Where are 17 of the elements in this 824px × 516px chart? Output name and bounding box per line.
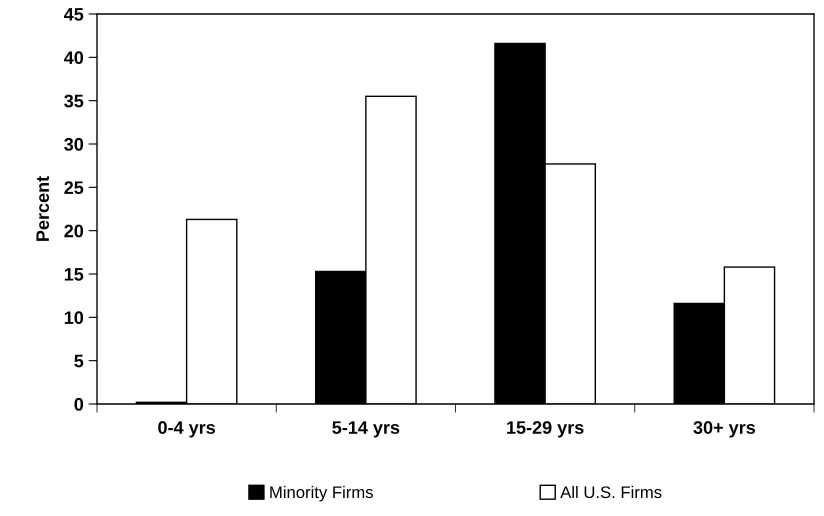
- y-axis-title: Percent: [36, 176, 50, 241]
- x-tick-label: 30+ yrs: [693, 421, 756, 438]
- y-tick-label: 10: [64, 311, 84, 324]
- x-tick-label: 0-4 yrs: [158, 421, 215, 438]
- y-tick-label: 0: [74, 398, 84, 411]
- legend-label: Minority Firms: [270, 486, 373, 502]
- x-tick-label: 15-29 yrs: [507, 421, 584, 438]
- y-tick-label: 25: [64, 181, 84, 194]
- legend-label: All U.S. Firms: [560, 486, 662, 498]
- y-tick-label: 40: [64, 51, 84, 64]
- x-tick-label: 5-14 yrs: [332, 421, 400, 438]
- y-tick-label: 5: [74, 354, 84, 368]
- y-tick-label: 30: [64, 138, 84, 151]
- y-tick-label: 45: [64, 8, 84, 21]
- y-tick-label: 20: [64, 224, 84, 238]
- y-tick-label: 15: [64, 268, 84, 281]
- y-tick-label: 35: [64, 94, 84, 108]
